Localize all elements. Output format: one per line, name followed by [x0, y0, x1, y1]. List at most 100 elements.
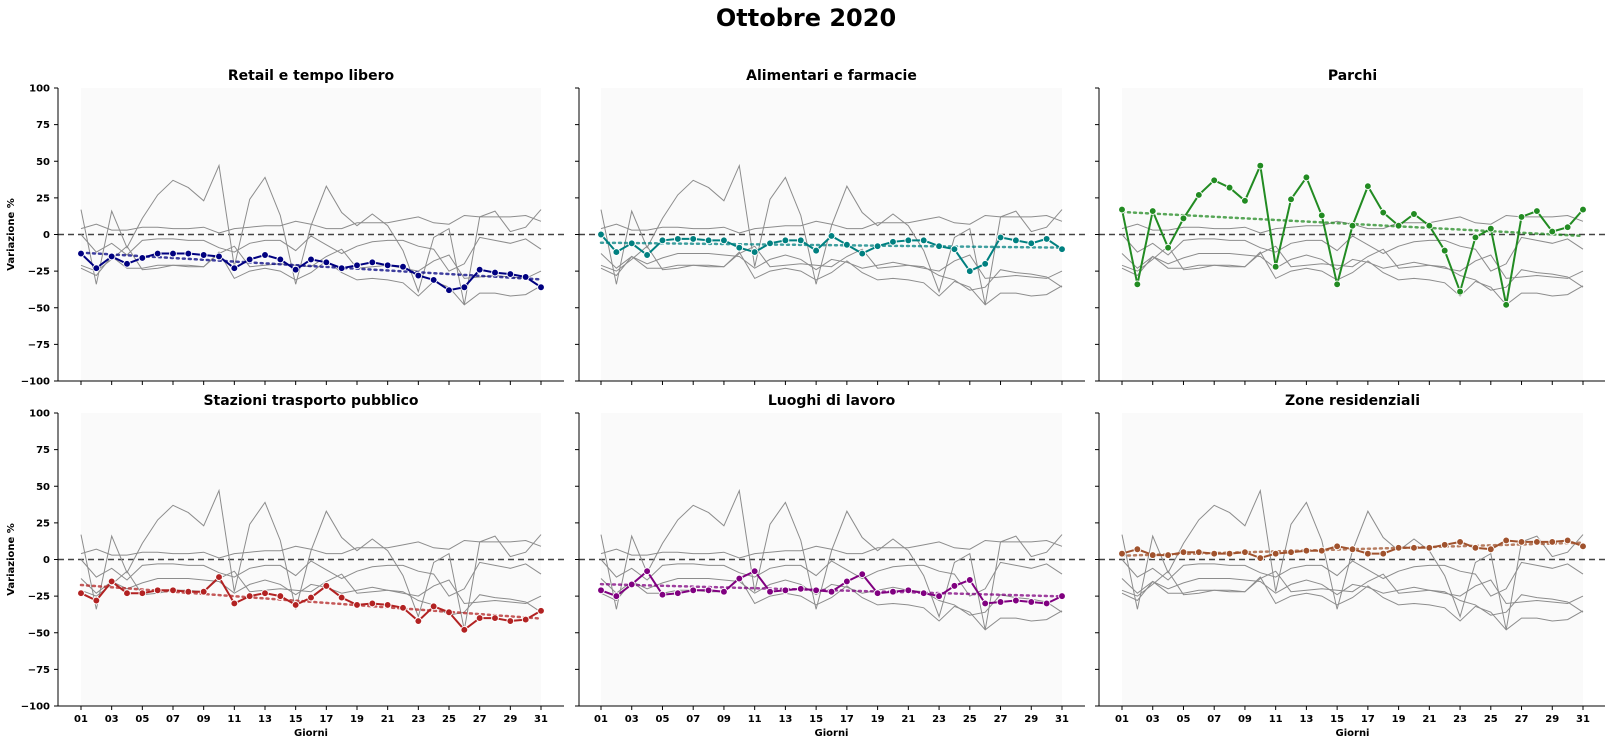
data-point [627, 580, 636, 589]
data-point [506, 270, 515, 278]
panel-title: Parchi [1328, 68, 1377, 84]
y-axis-label: Variazione % [6, 198, 17, 271]
y-axis-label: Variazione % [6, 523, 17, 596]
x-tick-label: 23 [932, 714, 946, 725]
x-tick-label: 15 [809, 714, 823, 725]
data-point [107, 252, 116, 261]
data-point [1364, 182, 1372, 191]
background-series-line [1121, 234, 1584, 272]
data-point [399, 262, 407, 271]
y-tick-label: 50 [36, 482, 50, 493]
data-point [1456, 538, 1464, 546]
x-tick-label: 01 [594, 714, 608, 725]
data-point [658, 590, 667, 599]
data-point [935, 592, 943, 600]
x-tick-label: 15 [1330, 714, 1344, 725]
background-series-line [1121, 253, 1584, 291]
data-point [215, 573, 223, 581]
data-point [1317, 546, 1326, 555]
data-point [429, 276, 438, 284]
x-tick-label: 07 [166, 714, 180, 725]
data-point [445, 608, 453, 617]
background-series-line [1121, 578, 1584, 616]
data-point [597, 230, 605, 239]
y-tick-label: 100 [29, 84, 50, 95]
data-point [307, 593, 315, 602]
data-point [291, 601, 300, 609]
data-point [1133, 280, 1142, 289]
x-tick-label: 27 [473, 714, 487, 725]
data-point [199, 251, 208, 259]
data-point [689, 586, 698, 595]
data-point [858, 249, 867, 258]
x-tick-label: 13 [778, 714, 792, 725]
x-tick-label: 17 [1361, 714, 1375, 725]
background-series-line [600, 245, 1063, 279]
data-point [1579, 542, 1587, 551]
data-point [996, 233, 1005, 242]
data-point [843, 577, 851, 586]
data-point [1379, 549, 1388, 558]
data-point [981, 259, 990, 268]
data-point [643, 251, 651, 259]
y-tick-label: −75 [28, 340, 50, 351]
data-point [735, 243, 744, 252]
figure-title: Ottobre 2020 [716, 4, 896, 32]
data-point [1394, 543, 1403, 552]
data-point [919, 589, 928, 598]
data-point [1179, 214, 1188, 223]
y-tick-label: 0 [43, 555, 50, 566]
data-point [245, 592, 254, 600]
x-tick-label: 03 [625, 714, 639, 725]
data-point [873, 589, 882, 598]
data-point [1027, 239, 1036, 248]
x-tick-label: 25 [442, 714, 456, 725]
x-tick-label: 03 [1146, 714, 1160, 725]
data-point [475, 265, 484, 274]
data-point [1210, 549, 1219, 558]
background-series-line [1121, 245, 1584, 279]
data-point [353, 601, 361, 609]
trend-line [599, 241, 1064, 249]
data-point [1148, 551, 1157, 559]
x-tick-label: 13 [258, 714, 272, 725]
panel-title: Luoghi di lavoro [768, 393, 896, 409]
data-point [414, 271, 423, 280]
data-point [827, 587, 836, 596]
data-point [612, 592, 621, 600]
y-tick-label: −100 [21, 702, 50, 713]
data-point [658, 236, 667, 245]
data-point [1271, 262, 1280, 271]
data-point [337, 593, 346, 602]
data-point [1486, 545, 1495, 554]
data-point [1225, 549, 1234, 558]
data-point [1042, 235, 1051, 243]
data-point [169, 249, 177, 258]
data-point [1148, 207, 1157, 215]
data-point [1164, 243, 1172, 252]
data-point [1379, 208, 1388, 217]
data-point [123, 259, 131, 268]
data-point [475, 614, 484, 622]
data-point [750, 567, 759, 576]
data-point [673, 589, 682, 598]
x-tick-label: 17 [840, 714, 854, 725]
background-series-line [1121, 576, 1584, 631]
panel-title: Zone residenziali [1285, 393, 1420, 409]
data-point [261, 251, 269, 259]
panel-title: Alimentari e farmacie [746, 68, 917, 84]
data-point [1502, 300, 1511, 309]
data-point [1364, 549, 1372, 558]
data-point [812, 586, 820, 595]
data-point [889, 237, 897, 246]
data-point [858, 570, 867, 579]
data-point [812, 246, 820, 255]
data-point [429, 602, 438, 611]
data-point [673, 235, 682, 243]
x-tick-label: 01 [74, 714, 88, 725]
data-point [965, 267, 974, 275]
panel-4: 100 75 50 25 0 −25 −50 −75 −100 01 03 05 07 09 11 13 15 1… [6, 393, 564, 739]
y-tick-label: 25 [36, 518, 50, 529]
data-point [1425, 543, 1434, 552]
